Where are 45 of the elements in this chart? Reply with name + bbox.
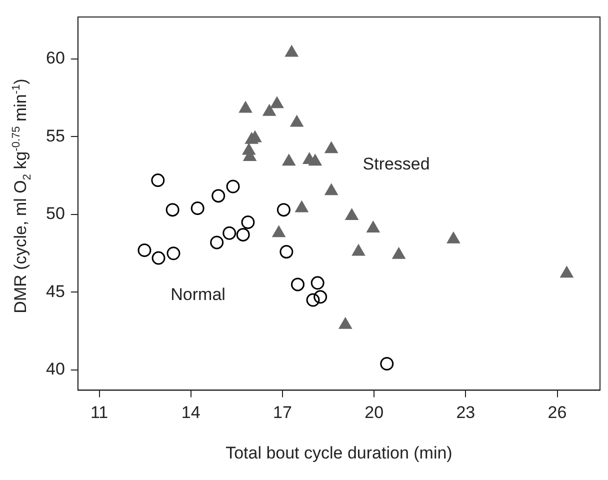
point (290, 278, 304, 292)
point (306, 293, 320, 307)
x-axis-title: Total bout cycle duration (min) (226, 443, 452, 462)
y-tick-label: 60 (46, 48, 65, 68)
point (314, 290, 328, 304)
x-tick-label: 14 (181, 403, 200, 422)
point (344, 208, 359, 220)
point (222, 226, 236, 240)
point (238, 100, 252, 113)
point (138, 244, 152, 257)
point (324, 183, 338, 196)
point (166, 246, 180, 260)
point (324, 141, 338, 154)
point (212, 189, 226, 203)
point (236, 228, 250, 242)
point (308, 154, 322, 166)
point (152, 251, 166, 265)
series-label: Normal (170, 285, 226, 304)
y-tick-label: 55 (46, 126, 65, 146)
x-tick-label: 17 (273, 403, 292, 422)
point (262, 104, 276, 116)
y-tick-label: 40 (46, 360, 65, 379)
x-tick-label: 23 (456, 403, 476, 422)
series-label: Stressed (362, 154, 430, 174)
x-tick-label: 20 (364, 403, 384, 422)
point (272, 225, 286, 238)
y-tick-label: 50 (46, 204, 65, 224)
point (380, 357, 394, 371)
x-tick-label: 26 (548, 403, 567, 422)
point (270, 96, 284, 108)
x-tick-label: 11 (90, 403, 108, 422)
point (190, 202, 204, 216)
point (290, 114, 304, 127)
point (310, 276, 324, 290)
point (294, 200, 309, 212)
point (210, 236, 224, 250)
point (282, 154, 296, 166)
y-tick-label: 45 (46, 282, 65, 301)
point (151, 174, 165, 188)
point (284, 44, 299, 57)
point (276, 203, 290, 217)
point (241, 216, 255, 230)
point (226, 180, 240, 194)
point (166, 203, 180, 217)
point (280, 245, 294, 259)
